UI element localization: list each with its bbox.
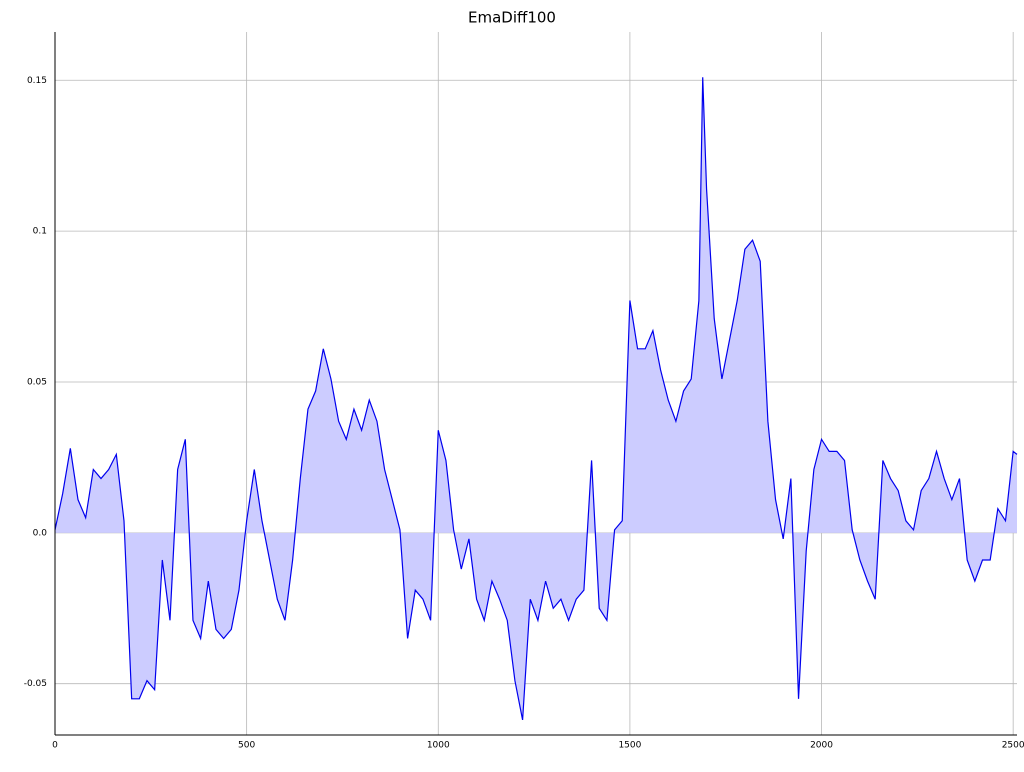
x-tick-label: 2000 (810, 741, 833, 751)
x-tick-label: 0 (52, 741, 58, 751)
area-fill (55, 77, 1017, 720)
x-tick-label: 500 (238, 741, 255, 751)
y-tick-label: 0.05 (27, 377, 47, 387)
y-tick-label: 0.15 (27, 76, 47, 86)
y-tick-label: 0.1 (33, 227, 47, 237)
y-tick-label: -0.05 (24, 679, 47, 689)
x-tick-label: 1000 (427, 741, 450, 751)
chart-title: EmaDiff100 (468, 9, 556, 27)
y-tick-label: 0.0 (33, 528, 48, 538)
line (54, 77, 1018, 721)
x-tick-label: 2500 (1002, 741, 1024, 751)
x-tick-label: 1500 (618, 741, 641, 751)
